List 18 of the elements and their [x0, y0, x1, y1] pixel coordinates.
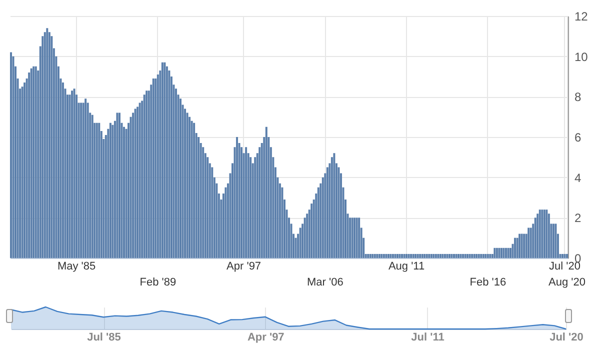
x-tick-label: Jul '85 — [87, 332, 121, 344]
x-tick-label: May '85 — [57, 260, 96, 272]
y-tick-label: 12 — [574, 10, 588, 24]
y-tick-label: 10 — [574, 50, 588, 64]
y-tick-label: 6 — [574, 130, 582, 144]
x-tick-label: Jul '20 — [550, 332, 584, 344]
y-tick-label: 2 — [574, 211, 582, 226]
x-tick-label: Jul '11 — [411, 332, 444, 344]
y-tick-label: 8 — [574, 90, 582, 104]
x-tick-label: Feb '16 — [470, 276, 506, 288]
x-tick-label: Apr '97 — [247, 332, 284, 344]
x-tick-label: Jul '20 — [549, 260, 580, 272]
x-tick-label: Aug '20 — [548, 276, 586, 288]
x-tick-label: Mar '06 — [306, 276, 344, 288]
x-tick-label: Aug '11 — [388, 260, 425, 272]
x-tick-label: Apr '97 — [226, 260, 262, 272]
y-tick-label: 4 — [574, 170, 582, 185]
x-tick-label: Feb '89 — [140, 276, 176, 288]
